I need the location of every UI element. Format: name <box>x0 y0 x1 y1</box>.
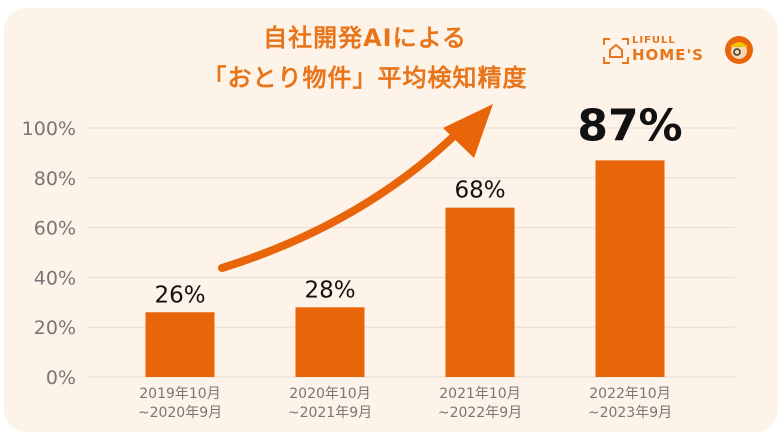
mascot-icon <box>725 36 753 64</box>
y-tick-label: 60% <box>34 218 76 240</box>
trend-arrow-shaft <box>218 131 459 272</box>
bar <box>595 160 665 377</box>
house-icon <box>603 38 629 64</box>
bar <box>145 312 215 377</box>
x-tick-label: 2022年10月 <box>589 386 670 402</box>
x-tick-label: ~2020年9月 <box>138 405 222 421</box>
x-tick-label: 2019年10月 <box>139 386 220 402</box>
data-label: 26% <box>154 282 205 308</box>
x-tick-label: ~2023年9月 <box>588 405 672 421</box>
x-tick-label: ~2021年9月 <box>288 405 372 421</box>
x-tick-label: 2021年10月 <box>439 386 520 402</box>
y-tick-label: 0% <box>46 367 76 389</box>
y-tick-label: 40% <box>34 267 76 289</box>
logo-text-2: HOME'S <box>632 46 704 64</box>
lifull-homes-logo: LIFULL HOME'S <box>600 33 760 73</box>
y-tick-label: 100% <box>22 118 76 140</box>
trend-arrow-head <box>443 104 493 158</box>
title-line-2: 「おとり物件」平均検知精度 <box>202 64 528 92</box>
bar <box>295 307 365 377</box>
data-label: 87% <box>577 100 682 151</box>
y-tick-label: 20% <box>34 317 76 339</box>
x-tick-label: 2020年10月 <box>289 386 370 402</box>
y-tick-label: 80% <box>34 168 76 190</box>
title-line-1: 自社開発AIによる <box>263 24 467 52</box>
chart-title: 自社開発AIによる 「おとり物件」平均検知精度 <box>200 18 530 98</box>
bar <box>445 207 515 377</box>
data-label: 68% <box>454 178 505 204</box>
logo-text-1: LIFULL <box>632 35 676 46</box>
x-tick-label: ~2022年9月 <box>438 405 522 421</box>
data-label: 28% <box>304 277 355 303</box>
